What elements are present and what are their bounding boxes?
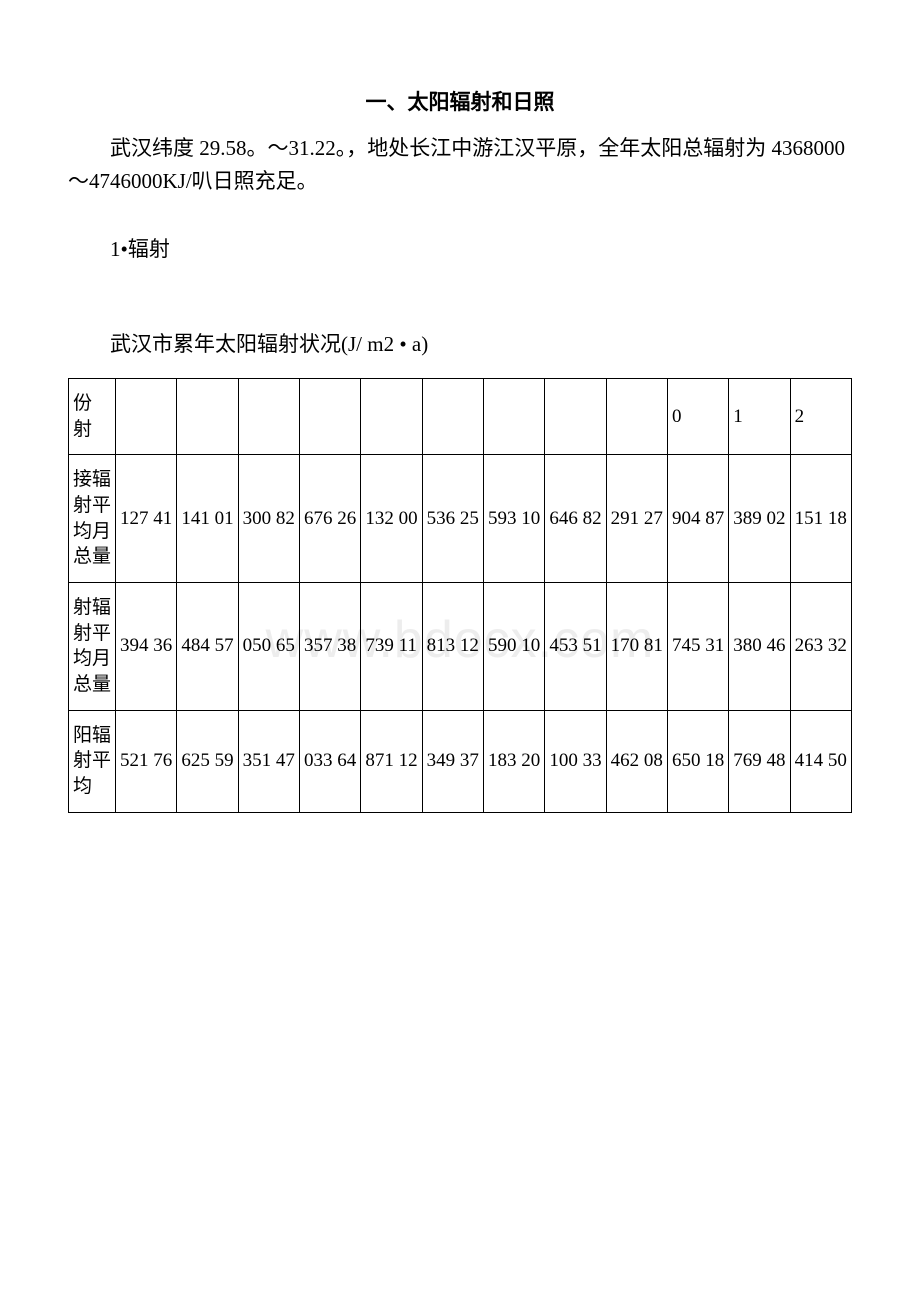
data-cell: 183 20: [483, 710, 544, 812]
header-rowhead: 份 射: [69, 379, 116, 455]
data-cell: 141 01: [177, 455, 238, 583]
data-cell: 394 36: [116, 583, 177, 711]
radiation-table: 份 射 0 1 2 接辐射平均月总量 127 41 141 01 300 82: [68, 378, 852, 812]
data-cell: 132 00: [361, 455, 422, 583]
header-cell: [300, 379, 361, 455]
data-cell: 414 50: [790, 710, 851, 812]
data-cell: 625 59: [177, 710, 238, 812]
data-cell: 769 48: [729, 710, 790, 812]
data-cell: 904 87: [667, 455, 728, 583]
table-header-row: 份 射 0 1 2: [69, 379, 852, 455]
data-cell: 170 81: [606, 583, 667, 711]
data-cell: 380 46: [729, 583, 790, 711]
data-cell: 462 08: [606, 710, 667, 812]
data-cell: 263 32: [790, 583, 851, 711]
header-cell: 2: [790, 379, 851, 455]
data-cell: 453 51: [545, 583, 606, 711]
table-caption: 武汉市累年太阳辐射状况(J/ m2 • a): [68, 328, 852, 361]
intro-paragraph: 武汉纬度 29.58。～31.22。，地处长江中游江汉平原，全年太阳总辐射为 4…: [68, 132, 852, 197]
data-cell: 521 76: [116, 710, 177, 812]
data-cell: 646 82: [545, 455, 606, 583]
header-cell: [361, 379, 422, 455]
data-cell: 050 65: [238, 583, 299, 711]
data-cell: 349 37: [422, 710, 483, 812]
data-cell: 813 12: [422, 583, 483, 711]
subsection-heading: 1•辐射: [68, 233, 852, 266]
data-cell: 590 10: [483, 583, 544, 711]
data-cell: 536 25: [422, 455, 483, 583]
header-cell: 0: [667, 379, 728, 455]
header-cell: [116, 379, 177, 455]
data-cell: 745 31: [667, 583, 728, 711]
table-row: 射辐射平均月总量 394 36 484 57 050 65 357 38 739…: [69, 583, 852, 711]
table-row: 接辐射平均月总量 127 41 141 01 300 82 676 26 132…: [69, 455, 852, 583]
data-cell: 300 82: [238, 455, 299, 583]
data-cell: 739 11: [361, 583, 422, 711]
data-cell: 357 38: [300, 583, 361, 711]
row-label: 阳辐射平均: [69, 710, 116, 812]
data-cell: 650 18: [667, 710, 728, 812]
header-cell: [606, 379, 667, 455]
row-label: 接辐射平均月总量: [69, 455, 116, 583]
data-cell: 389 02: [729, 455, 790, 583]
data-cell: 291 27: [606, 455, 667, 583]
header-cell: [545, 379, 606, 455]
row-label: 射辐射平均月总量: [69, 583, 116, 711]
header-cell: [238, 379, 299, 455]
data-cell: 351 47: [238, 710, 299, 812]
table-row: 阳辐射平均 521 76 625 59 351 47 033 64 871 12…: [69, 710, 852, 812]
header-cell: [177, 379, 238, 455]
data-cell: 871 12: [361, 710, 422, 812]
data-cell: 484 57: [177, 583, 238, 711]
data-cell: 593 10: [483, 455, 544, 583]
data-cell: 127 41: [116, 455, 177, 583]
data-cell: 100 33: [545, 710, 606, 812]
data-cell: 033 64: [300, 710, 361, 812]
data-cell: 151 18: [790, 455, 851, 583]
header-cell: [483, 379, 544, 455]
header-cell: 1: [729, 379, 790, 455]
section-title: 一、太阳辐射和日照: [68, 86, 852, 116]
data-cell: 676 26: [300, 455, 361, 583]
header-cell: [422, 379, 483, 455]
